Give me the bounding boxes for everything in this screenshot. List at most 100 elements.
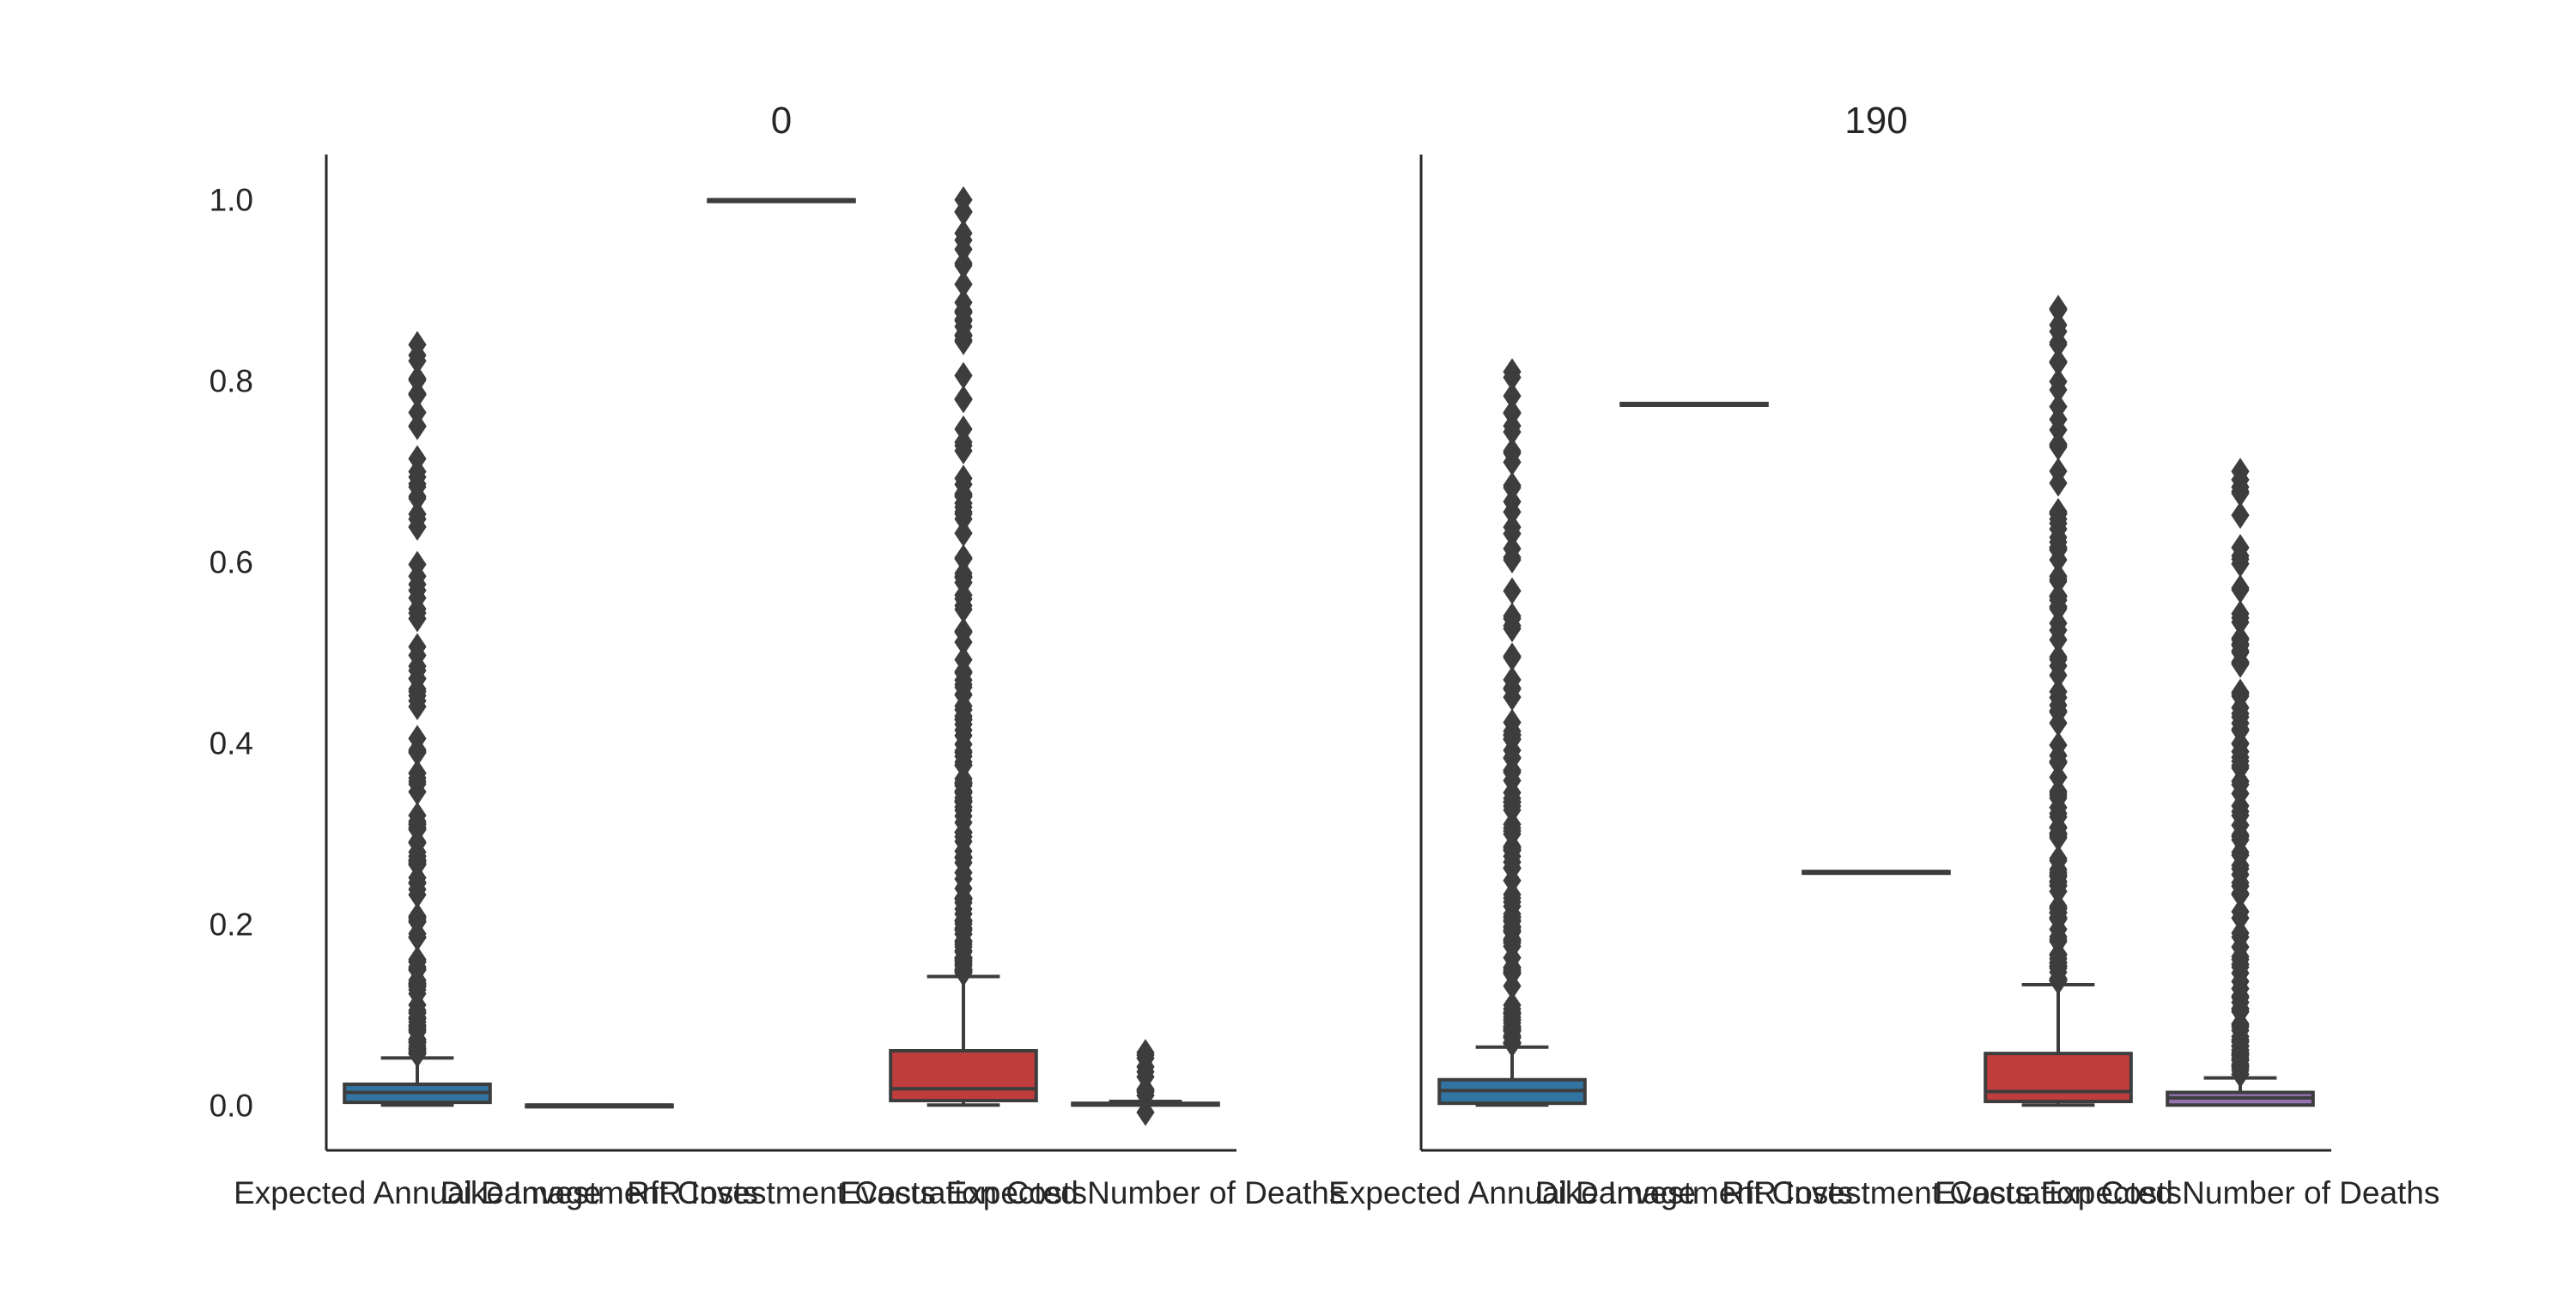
outlier-marker xyxy=(408,500,427,528)
outlier-marker xyxy=(954,563,973,591)
outlier-marker xyxy=(2049,430,2068,458)
outlier-marker xyxy=(2049,610,2068,637)
outlier-marker xyxy=(2049,348,2068,375)
outlier-marker xyxy=(2231,573,2250,602)
outlier-marker xyxy=(2049,819,2068,847)
outlier-marker xyxy=(2049,967,2068,995)
outlier-marker xyxy=(2231,923,2250,951)
outliers xyxy=(408,331,427,1068)
panel-title: 190 xyxy=(1844,100,1907,142)
outlier-marker xyxy=(1503,674,1522,702)
outlier-marker xyxy=(2231,904,2250,932)
outlier-marker xyxy=(1503,756,1522,785)
outlier-marker xyxy=(1136,1039,1155,1067)
outlier-marker xyxy=(2049,405,2068,434)
x-tick-label: Expected Number of Deaths xyxy=(2041,1175,2440,1210)
outlier-marker xyxy=(2049,533,2068,561)
outlier-marker xyxy=(954,943,973,972)
outlier-marker xyxy=(1503,358,1522,385)
outlier-marker xyxy=(408,737,427,766)
outlier-marker xyxy=(2049,781,2068,810)
outlier-marker xyxy=(2231,624,2250,652)
outlier-marker xyxy=(1503,954,1522,982)
outlier-marker xyxy=(2049,469,2068,497)
outlier-marker xyxy=(408,778,427,806)
box-3 xyxy=(1984,294,2133,1107)
outlier-marker xyxy=(1503,720,1522,749)
outlier-marker xyxy=(408,473,427,500)
box-1 xyxy=(1619,402,1769,407)
x-tick-label: Dike Investment Costs xyxy=(1535,1175,1853,1210)
box-2 xyxy=(1801,870,1951,876)
y-tick-label: 0.0 xyxy=(210,1088,253,1123)
outlier-marker xyxy=(408,829,427,857)
outlier-marker xyxy=(954,710,973,738)
outlier-marker xyxy=(2231,982,2250,1010)
outlier-marker xyxy=(2049,861,2068,889)
x-tick-label: Evacuation Costs xyxy=(1935,1175,2182,1210)
outlier-marker xyxy=(1503,737,1522,764)
y-tick-label: 0.4 xyxy=(210,725,253,761)
box-3 xyxy=(889,185,1038,1107)
outlier-marker xyxy=(408,379,427,408)
outlier-marker xyxy=(408,693,427,720)
y-tick-label: 0.2 xyxy=(210,907,253,942)
outlier-marker xyxy=(1503,854,1522,883)
outlier-marker xyxy=(2231,967,2250,996)
x-tick-label: Expected Annual Damage xyxy=(234,1175,601,1210)
outlier-marker xyxy=(954,628,973,656)
x-tick-label: RfR Investment Costs xyxy=(1722,1175,2031,1210)
outlier-marker xyxy=(2049,311,2068,339)
outlier-marker xyxy=(2049,742,2068,770)
outlier-marker xyxy=(408,331,427,359)
outlier-marker xyxy=(2231,1060,2250,1089)
outlier-marker xyxy=(1503,418,1522,446)
outlier-marker xyxy=(954,772,973,800)
outlier-marker xyxy=(954,321,973,349)
outlier-marker xyxy=(954,252,973,280)
outlier-marker xyxy=(954,361,973,390)
y-tick-label: 0.8 xyxy=(210,364,253,399)
outlier-marker xyxy=(954,498,973,526)
x-tick-label: Expected Annual Damage xyxy=(1328,1175,1696,1210)
y-tick-label: 1.0 xyxy=(210,183,253,218)
outliers xyxy=(1503,358,1522,1058)
outlier-marker xyxy=(2231,458,2250,485)
outlier-marker xyxy=(1136,1058,1155,1086)
x-tick-label: Expected Number of Deaths xyxy=(946,1175,1346,1210)
y-tick-label: 0.6 xyxy=(210,545,253,580)
outlier-marker xyxy=(954,185,973,214)
outlier-marker xyxy=(1503,471,1522,500)
outlier-marker xyxy=(408,412,427,440)
box-body xyxy=(1984,1052,2133,1104)
outlier-marker xyxy=(954,415,973,443)
box-0 xyxy=(1437,358,1587,1107)
outlier-marker xyxy=(954,738,973,767)
outlier-marker xyxy=(2049,294,2068,323)
outlier-marker xyxy=(1503,835,1522,864)
outlier-marker xyxy=(954,793,973,821)
outlier-marker xyxy=(2231,1040,2250,1068)
outlier-marker xyxy=(1503,796,1522,824)
outlier-marker xyxy=(954,437,973,465)
outlier-marker xyxy=(2049,499,2068,527)
outlier-marker xyxy=(2049,925,2068,954)
outliers xyxy=(954,185,973,987)
outlier-marker xyxy=(2231,743,2250,772)
outlier-marker xyxy=(954,818,973,846)
outlier-marker xyxy=(408,905,427,932)
x-tick-label: Evacuation Costs xyxy=(840,1175,1087,1210)
outlier-marker xyxy=(408,445,427,473)
box-4 xyxy=(1071,1039,1220,1126)
box-4 xyxy=(2166,458,2315,1107)
box-2 xyxy=(707,197,856,203)
outlier-marker xyxy=(1503,615,1522,643)
panel-0: 0 0.0 0.2 0.4 0.6 0.8 1.0 Expected Annual Damag… xyxy=(210,100,1346,1210)
outlier-marker xyxy=(1503,644,1522,671)
outlier-marker xyxy=(408,675,427,703)
box-1 xyxy=(525,1103,674,1109)
outlier-marker xyxy=(1503,900,1522,928)
outlier-marker xyxy=(954,895,973,923)
